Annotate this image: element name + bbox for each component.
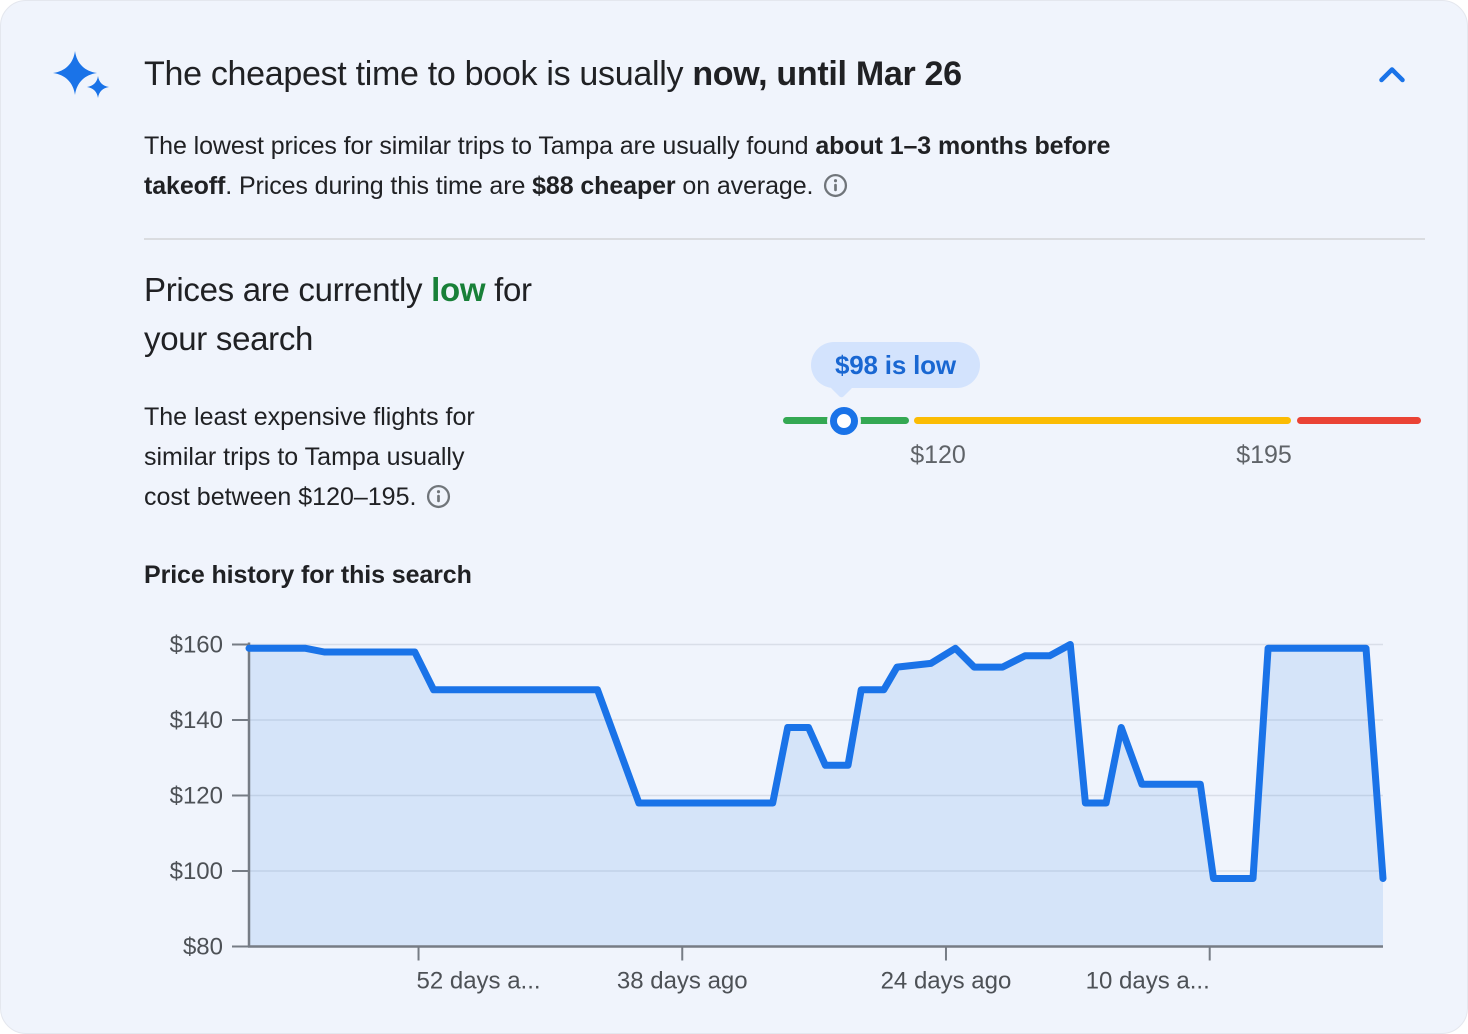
- current-price-marker[interactable]: [830, 407, 858, 435]
- title-regular: The cheapest time to book is usually: [144, 55, 693, 93]
- svg-text:24 days ago: 24 days ago: [881, 968, 1012, 995]
- chevron-up-icon: [1379, 66, 1405, 82]
- booking-summary-text: The lowest prices for similar trips to T…: [144, 126, 1110, 210]
- body-line-2: similar trips to Tampa usually: [144, 443, 465, 471]
- info-icon[interactable]: [426, 481, 451, 521]
- divider: [144, 238, 1425, 240]
- range-low-label: $120: [910, 441, 966, 469]
- price-level-heading: Prices are currently low for your search: [144, 265, 532, 363]
- title-bold: now, until Mar 26: [692, 55, 962, 93]
- svg-text:$80: $80: [183, 934, 223, 961]
- collapse-button[interactable]: [1369, 53, 1415, 95]
- summary-seg-6: on average.: [675, 172, 814, 200]
- info-icon[interactable]: [823, 170, 848, 210]
- price-level-word: low: [431, 271, 486, 308]
- slider-high-segment: [1297, 417, 1421, 424]
- svg-text:$140: $140: [170, 707, 223, 734]
- summary-seg-1: The lowest prices for similar trips to T…: [144, 132, 816, 160]
- summary-seg-3: takeoff: [144, 172, 226, 200]
- summary-seg-5: $88 cheaper: [532, 172, 676, 200]
- summary-seg-4: . Prices during this time are: [225, 172, 533, 200]
- heading-seg-1: Prices are currently: [144, 271, 432, 308]
- heading-seg-2: for: [485, 271, 532, 308]
- summary-seg-2: about 1–3 months before: [815, 132, 1111, 160]
- svg-text:52 days a...: 52 days a...: [416, 968, 540, 995]
- svg-text:10 days a...: 10 days a...: [1086, 968, 1210, 995]
- body-line-3: cost between $120–195.: [144, 483, 417, 511]
- heading-seg-3: your search: [144, 320, 314, 357]
- svg-text:$100: $100: [170, 858, 223, 885]
- body-line-1: The least expensive flights for: [144, 403, 475, 431]
- page-title: The cheapest time to book is usually now…: [144, 51, 962, 97]
- sparkle-icon: [53, 51, 109, 98]
- price-history-chart: $160 $140 $120 $100 $80 52 days a... 38 days a…: [170, 632, 1387, 995]
- range-high-label: $195: [1236, 441, 1292, 469]
- svg-text:$120: $120: [170, 783, 223, 810]
- chart-heading: Price history for this search: [144, 561, 472, 589]
- price-level-description: The least expensive flights for similar …: [144, 397, 475, 521]
- slider-typical-segment: [914, 417, 1291, 424]
- svg-text:38 days ago: 38 days ago: [617, 968, 748, 995]
- price-tooltip: $98 is low: [811, 342, 980, 388]
- svg-text:$160: $160: [170, 632, 223, 659]
- tooltip-label: $98 is low: [835, 349, 956, 380]
